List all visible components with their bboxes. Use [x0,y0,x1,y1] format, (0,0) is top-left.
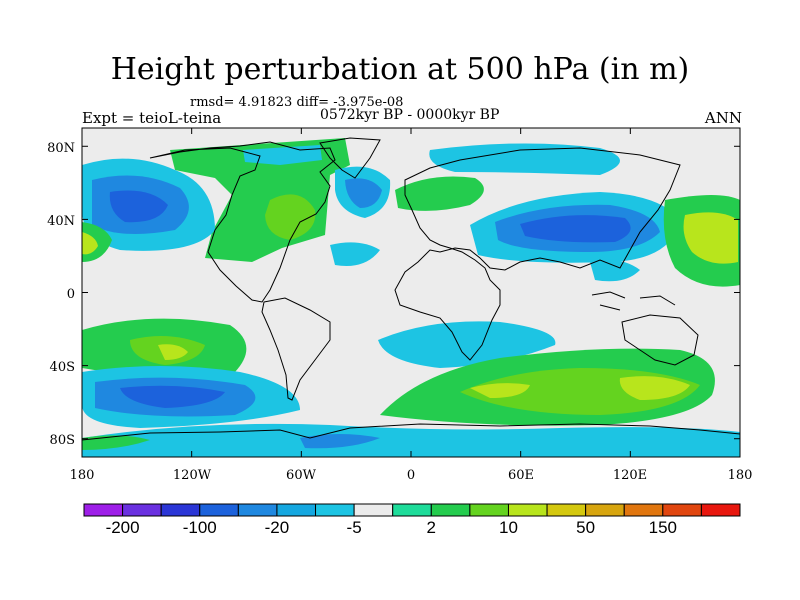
colorbar-swatch [700,503,741,517]
contour-region [683,212,738,264]
contour-region [82,423,740,457]
contour-region [109,190,168,223]
contour-region [82,435,150,450]
contour-region [619,376,690,400]
y-axis-label: 80N [47,141,75,156]
y-axis-label: 0 [66,287,75,302]
colorbar-swatch [662,503,702,517]
eurasia-africa-coast [394,147,681,361]
coastlines [82,137,740,441]
colorbar-swatch [623,503,664,517]
x-axis-label: 120W [172,468,212,483]
x-axis-label: 60E [507,468,535,483]
colorbar-label: 50 [576,518,596,537]
colorbar-swatch [237,503,278,517]
x-axis-label: 180 [69,468,95,483]
contour-region [520,215,631,243]
australia-coast [621,314,699,366]
colorbar-swatch [585,503,625,517]
indonesia-coast [591,291,676,311]
colorbar-swatch [122,503,162,517]
colorbar-swatch [315,503,355,517]
y-axis-label: 80S [49,433,75,448]
colorbar-swatch [430,503,471,517]
x-axis-label: 0 [406,468,416,483]
colorbar-label: 150 [648,518,677,537]
contour-region [590,259,640,282]
colorbar-label: -5 [346,518,362,537]
period-label: 0572kyr BP - 0000kyr BP [320,107,500,123]
colorbar-swatch [507,503,548,517]
colorbar [83,503,741,517]
contour-region [300,434,380,449]
contour-region [470,383,530,398]
contour-region [395,176,484,211]
contour-region [429,143,620,175]
map-title: Height perturbation at 500 hPa (in m) [110,52,690,87]
colorbar-swatch [546,503,587,517]
y-axis-label: 40N [47,214,75,229]
experiment-label: Expt = teioL-teina [82,109,222,127]
colorbar-swatch [160,503,201,517]
x-axis-label: 120E [612,468,648,483]
stats-line: rmsd= 4.91823 diff= -3.975e-08 [190,95,404,110]
x-axis-label: 180 [727,468,753,483]
greenland-coast [319,137,381,179]
colorbar-swatch [199,503,239,517]
colorbar-swatch [353,503,394,517]
colorbar-swatch [392,503,432,517]
contour-region [330,242,380,266]
contour-region [345,178,382,208]
south-america-coast [261,297,331,401]
contour-region [158,344,188,360]
colorbar-label: 2 [426,518,437,537]
colorbar-swatch [83,503,124,517]
colorbar-label: -100 [182,518,217,537]
y-axis-label: 40S [49,360,75,375]
colorbar-swatch [276,503,317,517]
season-label: ANN [704,109,742,127]
antarctica-coast [82,423,740,441]
colorbar-label: -200 [105,518,140,537]
colorbar-label: 10 [499,518,518,537]
north-america-coast [149,141,336,303]
contour-region [265,194,316,240]
contour-region [378,321,556,368]
colorbar-swatch [469,503,509,517]
axis-ticks [81,128,741,457]
contour-region [82,232,98,255]
colorbar-label: -20 [264,518,290,537]
x-axis-label: 60W [286,468,316,483]
contour-region [120,385,225,408]
